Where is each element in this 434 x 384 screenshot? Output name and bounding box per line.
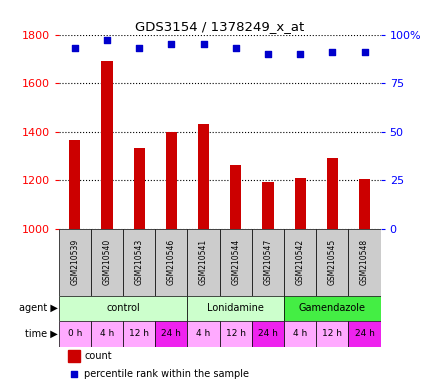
Bar [326, 159, 337, 229]
Text: 12 h: 12 h [129, 329, 149, 339]
Text: GSM210539: GSM210539 [70, 239, 79, 285]
Bar [316, 321, 348, 347]
Point [200, 41, 207, 47]
Bar [251, 229, 283, 296]
Bar [262, 182, 273, 229]
Bar [165, 132, 177, 229]
Text: 0 h: 0 h [67, 329, 82, 339]
Point [328, 49, 335, 55]
Text: count: count [84, 351, 112, 361]
Text: 24 h: 24 h [161, 329, 181, 339]
Bar [155, 321, 187, 347]
Point [71, 371, 78, 377]
Text: agent ▶: agent ▶ [19, 303, 58, 313]
Bar [59, 321, 91, 347]
Text: 4 h: 4 h [100, 329, 114, 339]
Bar [187, 229, 219, 296]
Point [168, 41, 174, 47]
Point [103, 37, 110, 43]
Text: GSM210543: GSM210543 [135, 239, 143, 285]
Bar [316, 229, 348, 296]
Point [264, 51, 271, 57]
Bar [283, 229, 316, 296]
Bar [123, 321, 155, 347]
Bar [59, 296, 187, 321]
Text: control: control [106, 303, 140, 313]
Text: GSM210548: GSM210548 [359, 239, 368, 285]
Bar [91, 229, 123, 296]
Bar [187, 296, 283, 321]
Text: 12 h: 12 h [322, 329, 342, 339]
Text: GSM210542: GSM210542 [295, 239, 304, 285]
Text: 4 h: 4 h [196, 329, 210, 339]
Point [296, 51, 303, 57]
Bar [69, 140, 80, 229]
Point [360, 49, 367, 55]
Text: GSM210546: GSM210546 [167, 239, 175, 285]
Bar [59, 229, 91, 296]
Bar [155, 229, 187, 296]
Bar [251, 321, 283, 347]
Text: time ▶: time ▶ [25, 329, 58, 339]
Bar [283, 321, 316, 347]
Text: GSM210540: GSM210540 [102, 239, 111, 285]
Bar [219, 229, 251, 296]
Bar [123, 229, 155, 296]
Bar [348, 321, 380, 347]
Bar [294, 178, 305, 229]
Bar [348, 229, 380, 296]
Text: 24 h: 24 h [354, 329, 374, 339]
Text: Lonidamine: Lonidamine [207, 303, 263, 313]
Bar [358, 179, 369, 229]
Bar [197, 124, 209, 229]
Text: 24 h: 24 h [257, 329, 277, 339]
Text: 12 h: 12 h [225, 329, 245, 339]
Text: GSM210547: GSM210547 [263, 239, 272, 285]
Title: GDS3154 / 1378249_x_at: GDS3154 / 1378249_x_at [135, 20, 304, 33]
Text: GSM210541: GSM210541 [199, 239, 207, 285]
Text: Gamendazole: Gamendazole [298, 303, 365, 313]
Bar [101, 61, 112, 229]
Bar [283, 296, 380, 321]
Point [71, 45, 78, 51]
Text: percentile rank within the sample: percentile rank within the sample [84, 369, 249, 379]
Bar [133, 147, 145, 229]
Text: GSM210544: GSM210544 [231, 239, 240, 285]
Bar [91, 321, 123, 347]
Point [232, 45, 239, 51]
Text: GSM210545: GSM210545 [327, 239, 336, 285]
Bar [68, 350, 79, 362]
Bar [219, 321, 251, 347]
Text: 4 h: 4 h [293, 329, 306, 339]
Bar [187, 321, 219, 347]
Bar [230, 164, 241, 229]
Point [135, 45, 142, 51]
